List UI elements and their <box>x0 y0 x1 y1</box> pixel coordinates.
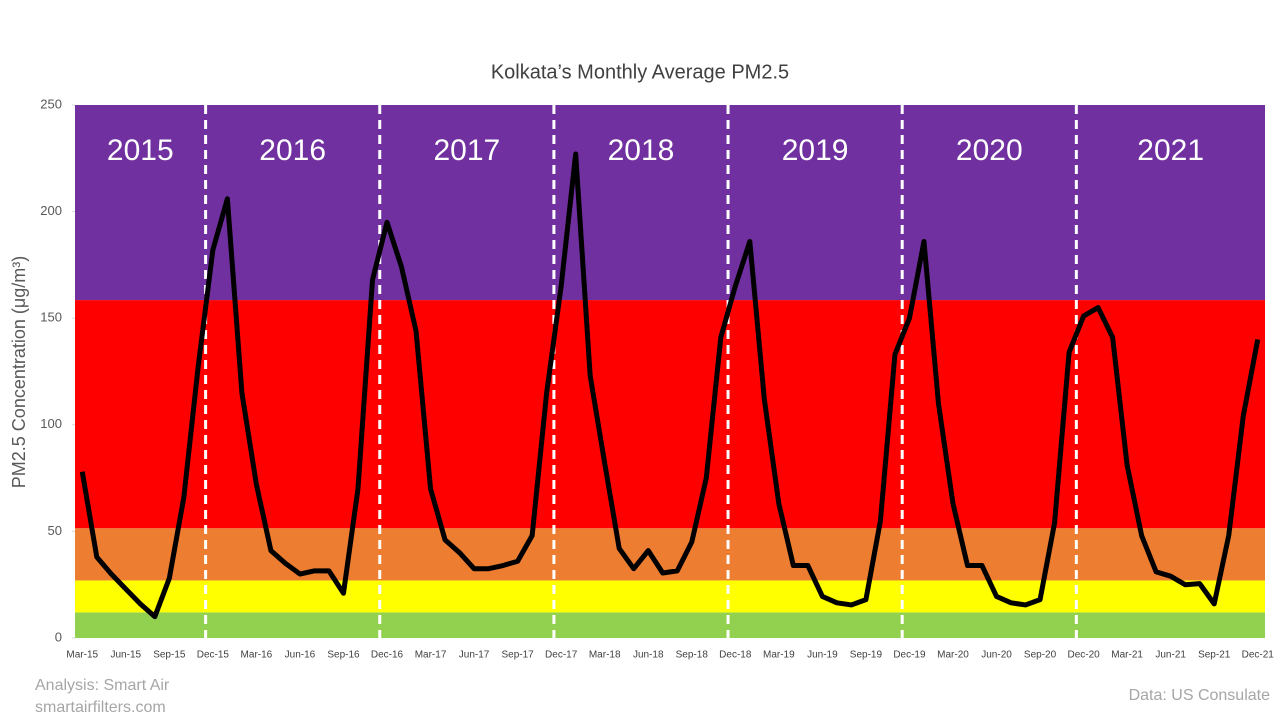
y-tick-label: 150 <box>40 310 62 325</box>
x-tick-label: Dec-16 <box>371 650 404 661</box>
x-tick-label: Sep-21 <box>1198 650 1231 661</box>
note: Data: US Consulate <box>1129 687 1271 704</box>
x-tick-label: Mar-16 <box>241 650 273 661</box>
x-tick-label: Sep-16 <box>327 650 360 661</box>
y-axis-label: PM2.5 Concentration (μg/m³) <box>9 256 29 488</box>
aqi-band <box>75 300 1265 529</box>
year-label: 2017 <box>433 134 500 167</box>
x-tick-label: Jun-18 <box>633 650 664 661</box>
y-tick-label: 0 <box>55 629 62 644</box>
year-label: 2021 <box>1137 134 1204 167</box>
x-tick-label: Dec-21 <box>1242 650 1275 661</box>
x-tick-label: Sep-15 <box>153 650 186 661</box>
x-tick-label: Sep-17 <box>501 650 534 661</box>
x-tick-label: Dec-15 <box>197 650 230 661</box>
aqi-band <box>75 580 1265 613</box>
x-tick-label: Jun-15 <box>111 650 142 661</box>
year-label: 2018 <box>608 134 675 167</box>
x-tick-label: Jun-17 <box>459 650 490 661</box>
x-tick-label: Dec-19 <box>893 650 926 661</box>
note: Analysis: Smart Air <box>35 677 170 694</box>
x-tick-label: Mar-15 <box>66 650 98 661</box>
x-tick-label: Sep-19 <box>850 650 883 661</box>
x-tick-label: Jun-16 <box>285 650 316 661</box>
y-tick-label: 100 <box>40 416 62 431</box>
y-tick-label: 250 <box>40 96 62 111</box>
year-label: 2019 <box>782 134 849 167</box>
x-tick-label: Mar-21 <box>1111 650 1143 661</box>
x-tick-label: Mar-19 <box>763 650 795 661</box>
year-label: 2016 <box>259 134 326 167</box>
x-tick-label: Sep-20 <box>1024 650 1057 661</box>
aqi-band <box>75 612 1265 638</box>
x-tick-label: Jun-19 <box>807 650 838 661</box>
x-tick-label: Sep-18 <box>676 650 709 661</box>
x-tick-label: Dec-20 <box>1067 650 1100 661</box>
data-line <box>79 151 1261 620</box>
x-tick-label: Dec-18 <box>719 650 752 661</box>
x-tick-label: Jun-21 <box>1155 650 1186 661</box>
chart-title: Kolkata’s Monthly Average PM2.5 <box>491 61 789 83</box>
x-tick-label: Mar-18 <box>589 650 621 661</box>
x-tick-label: Mar-17 <box>415 650 447 661</box>
x-tick-label: Jun-20 <box>981 650 1012 661</box>
year-label: 2015 <box>107 134 174 167</box>
x-tick-label: Mar-20 <box>937 650 969 661</box>
x-tick-label: Dec-17 <box>545 650 578 661</box>
y-tick-label: 200 <box>40 203 62 218</box>
year-label: 2020 <box>956 134 1023 167</box>
aqi-band <box>75 105 1265 301</box>
y-tick-label: 50 <box>48 523 62 538</box>
note: smartairfilters.com <box>35 699 166 716</box>
